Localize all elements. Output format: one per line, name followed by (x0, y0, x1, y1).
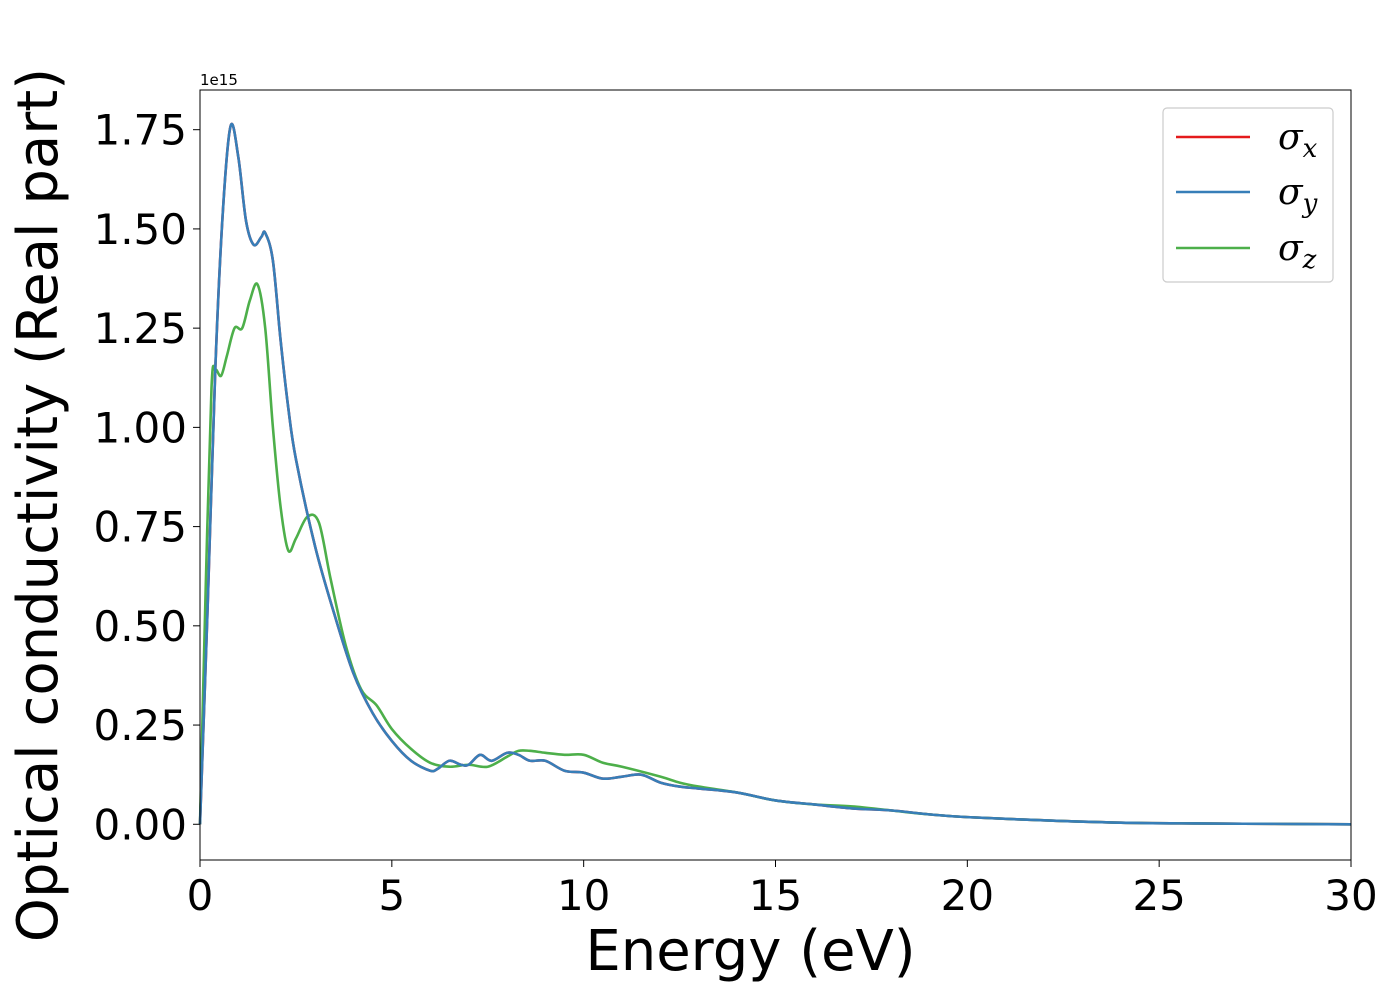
y-offset-text: 1e15 (200, 71, 238, 89)
y-tick-label: 0.50 (93, 602, 187, 651)
x-tick-label: 25 (1132, 871, 1185, 920)
x-tick-label: 5 (378, 871, 405, 920)
x-tick-label: 15 (749, 871, 802, 920)
series-line-y (198, 122, 1352, 826)
y-tick-label: 1.00 (93, 403, 187, 452)
plot-lines (198, 122, 1352, 826)
y-tick-label: 1.75 (93, 106, 187, 155)
y-axis-title: Optical conductivity (Real part) (6, 68, 71, 942)
x-axis-title: Energy (eV) (585, 919, 915, 984)
x-tick-label: 0 (187, 871, 214, 920)
legend-label-z: σz (1278, 228, 1317, 275)
x-tick-label: 30 (1324, 871, 1377, 920)
x-axis: 0 5 10 15 20 25 30 (187, 860, 1378, 920)
legend-label-x: σx (1278, 117, 1318, 164)
legend-label-y: σy (1278, 172, 1318, 219)
series-line-z (198, 282, 1352, 826)
legend-box (1162, 107, 1334, 283)
y-tick-label: 0.75 (93, 503, 187, 552)
y-tick-label: 0.25 (93, 701, 187, 750)
y-tick-label: 1.25 (93, 304, 187, 353)
legend: σx σy σz (1162, 107, 1334, 283)
x-tick-label: 20 (941, 871, 994, 920)
y-tick-label: 0.00 (93, 800, 187, 849)
y-axis: 0.00 0.25 0.50 0.75 1.00 1.25 1.50 1.75 (93, 106, 200, 849)
y-tick-label: 1.50 (93, 205, 187, 254)
x-tick-label: 10 (557, 871, 610, 920)
